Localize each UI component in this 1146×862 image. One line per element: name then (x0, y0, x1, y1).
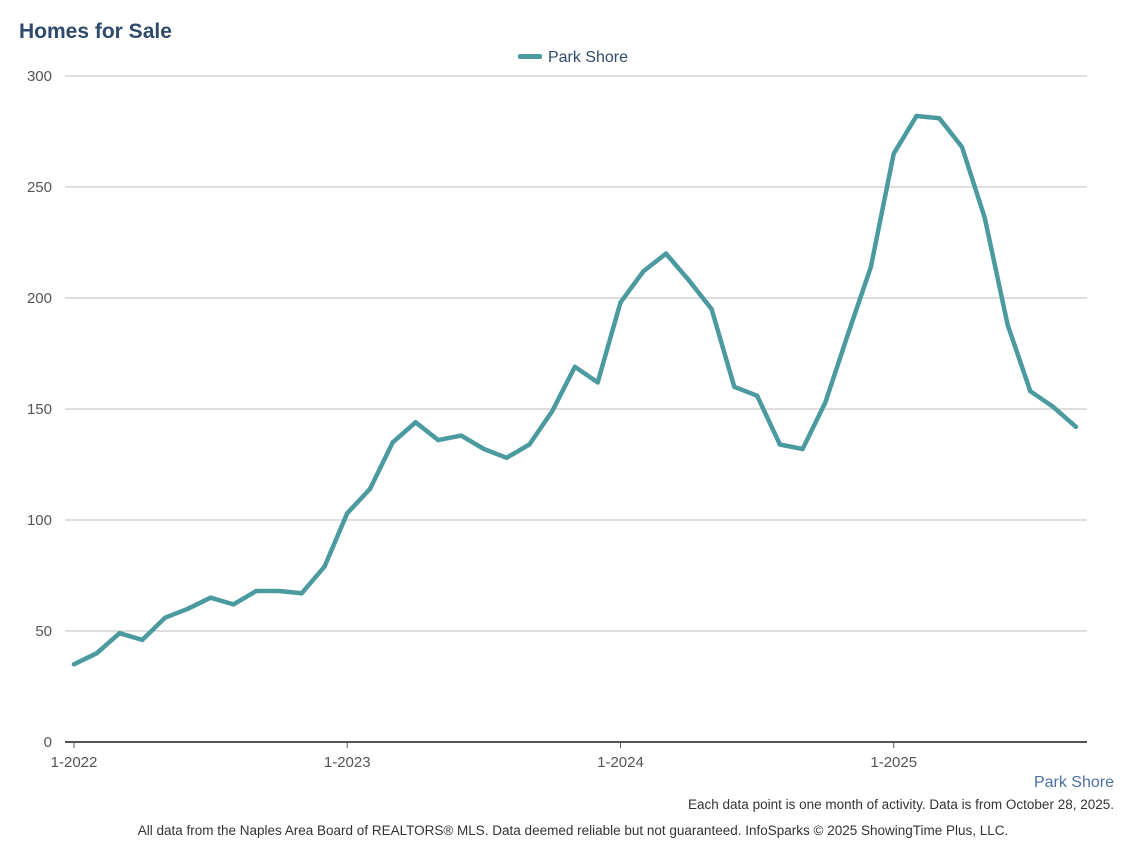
y-tick-label: 50 (35, 623, 52, 640)
data-point (527, 442, 532, 447)
data-point (800, 446, 805, 452)
data-point (390, 440, 395, 445)
data-point (1050, 404, 1056, 409)
data-note: Each data point is one month of activity… (688, 797, 1114, 812)
data-point (982, 215, 987, 221)
chart-title: Homes for Sale (19, 20, 172, 43)
data-point (345, 511, 350, 516)
data-point (618, 300, 623, 305)
data-point (140, 637, 145, 643)
x-tick-label: 1-2025 (870, 754, 917, 771)
data-point (413, 420, 418, 425)
legend-swatch (517, 54, 542, 60)
data-point (436, 437, 441, 443)
series-caption: Park Shore (1033, 774, 1114, 791)
data-point (959, 144, 965, 150)
data-point (276, 588, 282, 594)
data-point (504, 455, 509, 460)
data-point (254, 588, 259, 594)
footer-disclaimer: All data from the Naples Area Board of R… (137, 823, 1009, 838)
data-point (732, 384, 737, 389)
data-point (231, 602, 236, 607)
data-point (208, 595, 213, 600)
data-point (914, 113, 919, 119)
data-point (595, 380, 600, 385)
data-point (550, 409, 555, 414)
data-point (686, 278, 691, 283)
data-point (777, 442, 783, 447)
data-point (1028, 389, 1033, 394)
data-point (322, 564, 327, 569)
data-point (185, 606, 190, 611)
y-tick-label: 100 (27, 512, 52, 529)
y-tick-label: 300 (27, 68, 52, 85)
y-tick-label: 150 (27, 401, 52, 418)
data-point (367, 486, 373, 492)
legend-label: Park Shore (547, 49, 629, 66)
data-point (846, 331, 851, 336)
data-point (1073, 424, 1079, 429)
series-line-park-shore (71, 113, 1079, 667)
data-point (299, 591, 304, 596)
x-tick-label: 1-2023 (324, 754, 371, 771)
data-point (823, 400, 828, 405)
data-point (754, 393, 760, 398)
data-point (71, 662, 77, 667)
data-point (162, 615, 168, 620)
data-point (117, 631, 122, 636)
data-point (481, 446, 487, 452)
y-tick-label: 0 (44, 734, 52, 751)
data-point (94, 651, 100, 656)
legend: Park Shore (0, 49, 1146, 67)
data-point (663, 251, 669, 256)
data-point (937, 116, 942, 121)
data-point (709, 306, 714, 312)
data-point (891, 151, 896, 156)
data-point (572, 364, 578, 369)
data-point (641, 269, 646, 274)
data-point (1005, 322, 1010, 327)
x-tick-label: 1-2022 (51, 754, 98, 771)
data-point (868, 264, 874, 270)
y-tick-label: 200 (27, 290, 52, 307)
x-tick-label: 1-2024 (597, 754, 644, 771)
y-tick-label: 250 (27, 179, 52, 196)
data-point (458, 433, 464, 438)
